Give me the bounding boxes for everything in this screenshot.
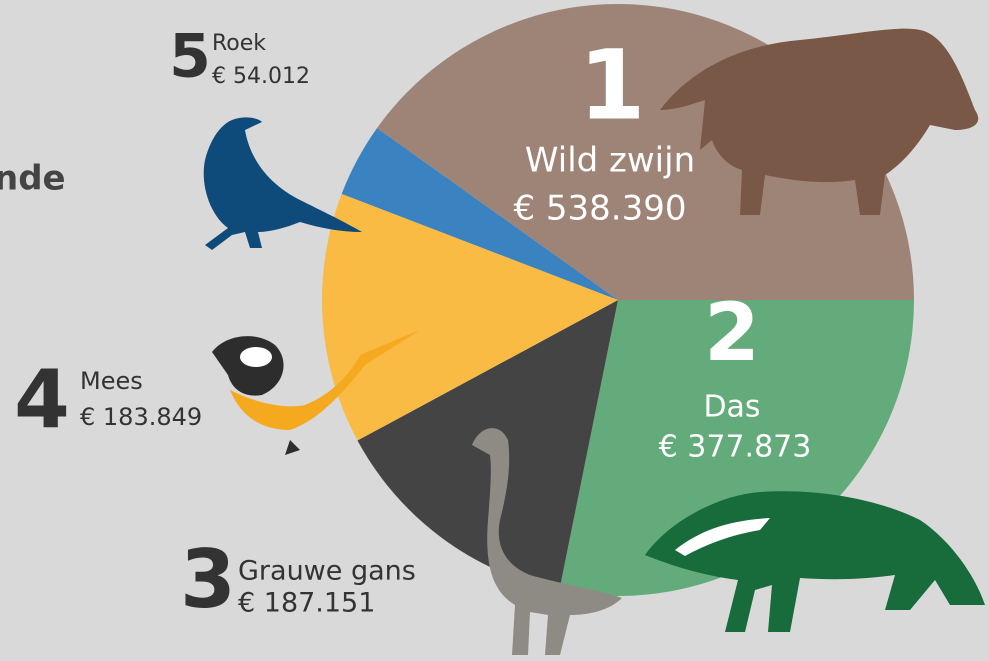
category-label: Wild zwijn [525, 141, 695, 181]
rook-icon [203, 117, 362, 250]
rank-label: 2 [704, 286, 760, 379]
pie-slice [559, 300, 914, 596]
tit-icon [230, 330, 420, 430]
value-label: € 377.873 [659, 430, 812, 465]
value-label: € 538.390 [513, 189, 686, 229]
rank-label: 5 [169, 22, 211, 92]
tit-cheek [240, 347, 272, 367]
category-label: Mees [80, 367, 143, 395]
category-label: Das [703, 390, 760, 425]
rank-label: 3 [180, 533, 236, 626]
goose-icon [472, 428, 622, 655]
badger-stripe [675, 518, 770, 556]
boar-icon [660, 28, 979, 216]
category-label: Roek [212, 31, 266, 56]
category-label: Grauwe gans [238, 556, 416, 587]
rank-label: 1 [579, 29, 646, 141]
value-label: € 54.012 [212, 64, 310, 89]
pie-slice [341, 128, 618, 300]
pie-slice [322, 193, 618, 441]
partial-title: nde [0, 159, 66, 199]
rank-label: 4 [14, 353, 70, 446]
value-label: € 187.151 [238, 588, 375, 619]
illustrations [203, 28, 985, 655]
tit-head [212, 336, 300, 455]
value-label: € 183.849 [80, 403, 202, 431]
